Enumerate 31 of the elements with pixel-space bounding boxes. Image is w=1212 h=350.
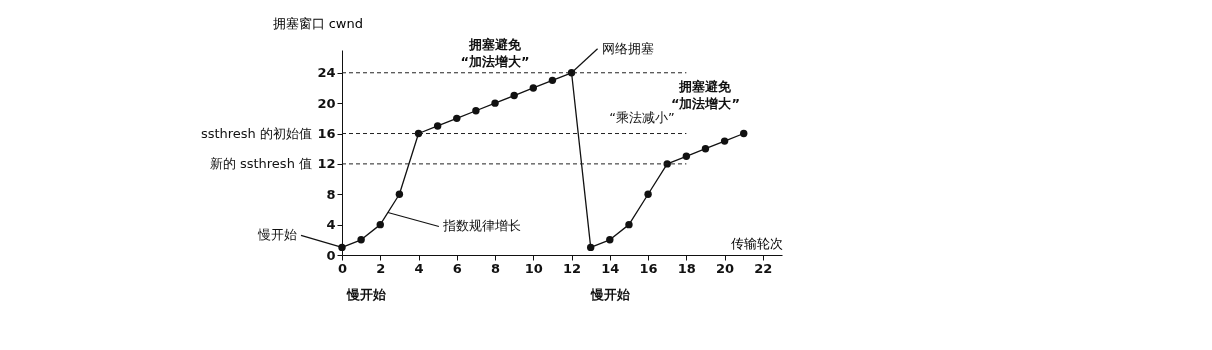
- annotation: “乘法减小”: [609, 110, 675, 125]
- x-tick-label: 4: [414, 260, 424, 276]
- y-tick-label: 8: [326, 186, 336, 202]
- x-tick-label: 10: [524, 260, 543, 276]
- annotation: 拥塞避免 “加法增大”: [670, 78, 741, 111]
- y-tick-label: 12: [317, 156, 336, 172]
- text: 慢开始: [589, 287, 631, 302]
- x-tick-label: 22: [754, 260, 773, 276]
- annotation: 拥塞避免 “加法增大”: [460, 37, 530, 70]
- x-axis-title: 传输轮次: [730, 235, 783, 251]
- ref-line-label: ssthresh 的初始值: [200, 125, 312, 141]
- annotation: 指数规律增长: [441, 218, 521, 234]
- ref-line-label: 新的 ssthresh 值: [209, 155, 312, 171]
- x-tick-label: 8: [491, 260, 501, 276]
- y-tick-label: 16: [317, 126, 336, 142]
- y-tick-label: 20: [317, 95, 336, 111]
- y-tick-label: 24: [317, 65, 336, 81]
- x-tick-label: 0: [337, 260, 348, 276]
- annotation: 网络拥塞: [601, 40, 654, 56]
- x-tick-label: 16: [639, 260, 658, 276]
- annotation: 慢开始: [257, 227, 297, 243]
- text: 慢开始: [345, 287, 387, 302]
- x-tick-label: 12: [563, 260, 582, 276]
- y-tick-label: 4: [326, 217, 336, 233]
- x-tick-label: 14: [601, 260, 620, 276]
- x-tick-label: 2: [376, 260, 386, 276]
- x-tick-label: 18: [677, 260, 696, 276]
- y-axis-title: 拥塞窗口 cwnd: [272, 15, 363, 31]
- x-tick-label: 6: [452, 260, 462, 276]
- x-tick-label: 20: [716, 260, 735, 276]
- y-tick-label: 0: [326, 247, 336, 263]
